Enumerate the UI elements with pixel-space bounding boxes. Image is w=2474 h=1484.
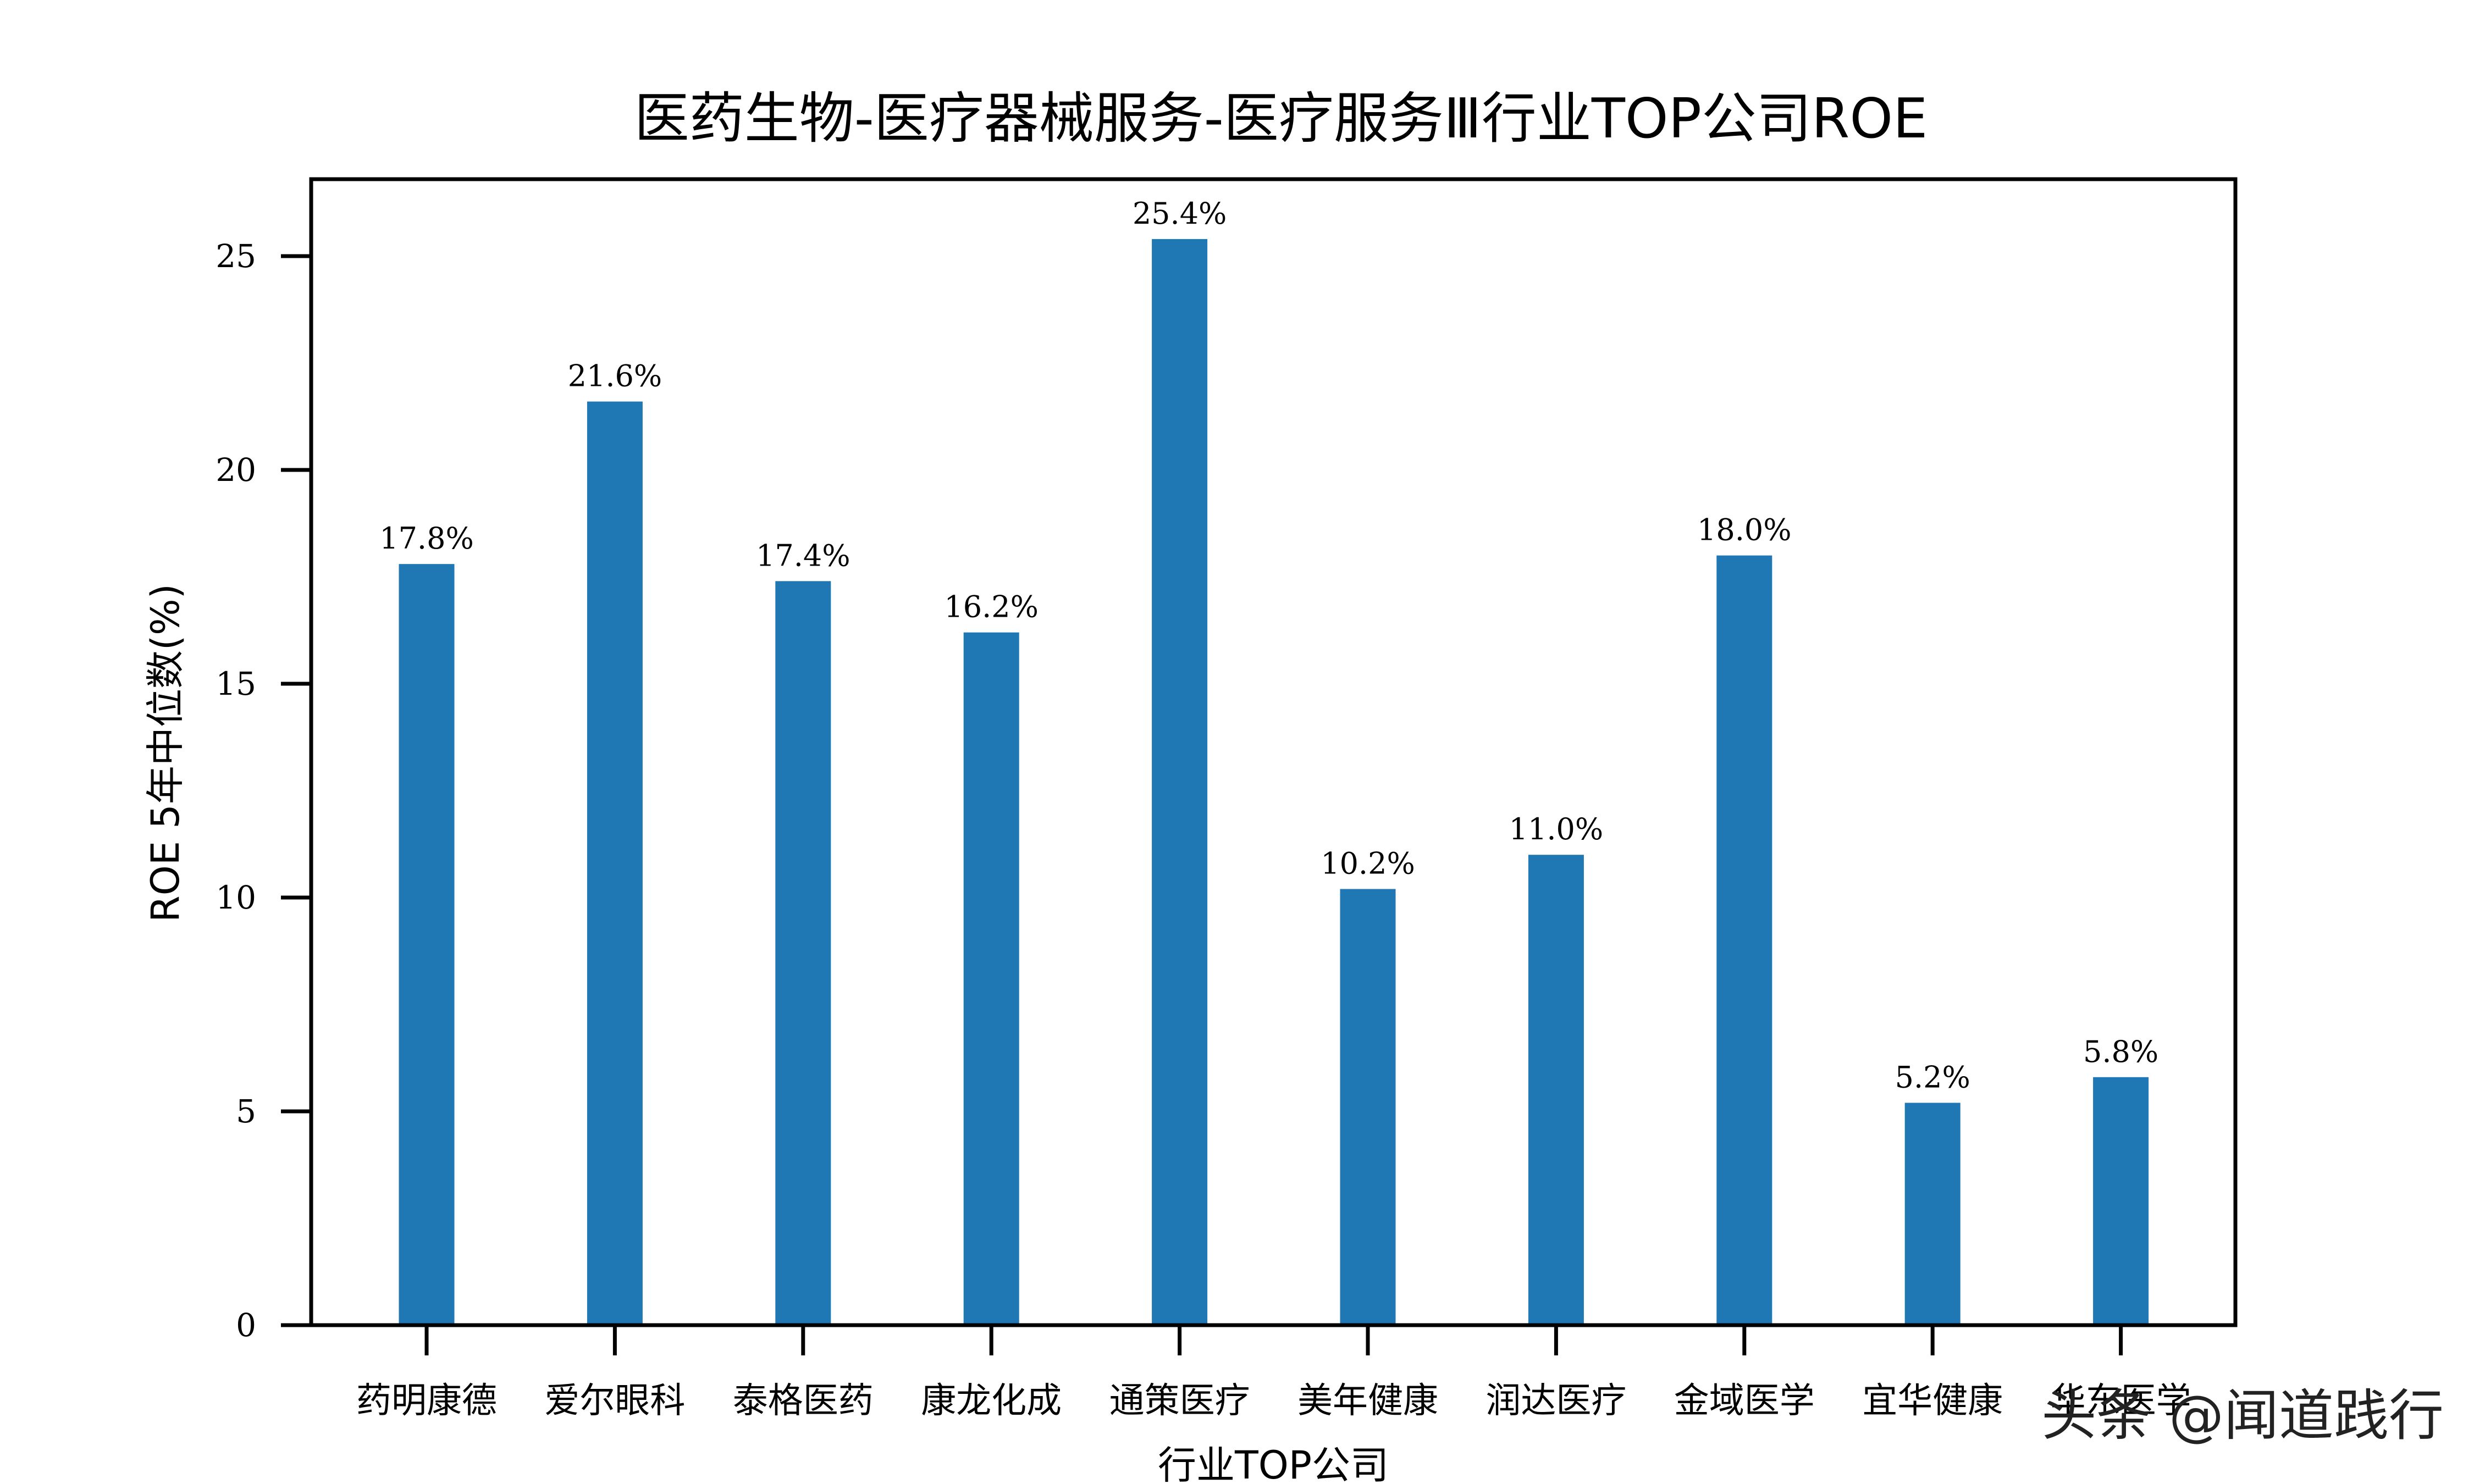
bar (963, 632, 1019, 1325)
data-label: 25.4% (1133, 196, 1227, 231)
x-tick-label: 华东医学 (2051, 1381, 2191, 1421)
bar (1528, 855, 1584, 1325)
x-tick-label: 康龙化成 (921, 1381, 1062, 1421)
bar (1340, 889, 1396, 1325)
chart-title: 医药生物-医疗器械服务-医疗服务Ⅲ行业TOP公司ROE (634, 86, 1928, 151)
bar (399, 564, 455, 1325)
data-labels: 17.8% 21.6% 17.4% 16.2% 25.4% 10.2% 11.0% 18.0%… (379, 196, 2158, 1095)
x-tick-label: 金域医学 (1674, 1381, 1815, 1421)
data-label: 10.2% (1321, 846, 1415, 881)
x-tick-label: 美年健康 (1297, 1381, 1438, 1421)
plot-frame (309, 177, 2238, 1327)
y-tick-label: 10 (216, 879, 256, 916)
bar (1152, 239, 1208, 1325)
watermark-text: 头条 @闻道践行 (2041, 1383, 2444, 1448)
data-label: 21.6% (568, 359, 662, 394)
y-axis: 0 5 10 15 20 25 (216, 237, 311, 1344)
x-tick-label: 爱尔眼科 (544, 1381, 685, 1421)
bar (587, 401, 643, 1325)
x-tick-label: 泰格医药 (733, 1381, 874, 1421)
data-label: 18.0% (1697, 513, 1792, 547)
x-axis-title: 行业TOP公司 (1158, 1443, 1389, 1484)
x-tick-label: 药明康德 (356, 1381, 497, 1421)
y-tick-label: 25 (216, 237, 256, 275)
y-tick-label: 5 (236, 1093, 256, 1130)
x-tick-label: 润达医疗 (1485, 1381, 1626, 1421)
y-tick-label: 20 (216, 451, 256, 489)
data-label: 17.4% (756, 538, 851, 573)
bar (775, 581, 831, 1325)
x-tick-label: 宜华健康 (1862, 1381, 2003, 1421)
y-tick-label: 0 (236, 1306, 256, 1344)
bar (1716, 555, 1772, 1325)
data-label: 17.8% (379, 521, 474, 556)
data-label: 11.0% (1509, 812, 1604, 846)
bar (2093, 1077, 2149, 1325)
x-axis: 药明康德 爱尔眼科 泰格医药 康龙化成 通策医疗 美年健康 润达医疗 金域医学 宜华健康 华东医学 (356, 1325, 2191, 1421)
bar (1904, 1103, 1961, 1325)
x-tick-label: 通策医疗 (1109, 1381, 1250, 1421)
y-tick-label: 15 (216, 665, 256, 702)
data-label: 5.2% (1895, 1060, 1970, 1094)
bar-series (399, 239, 2149, 1325)
y-axis-title: ROE 5年中位数(%) (143, 584, 188, 922)
data-label: 16.2% (944, 590, 1039, 624)
data-label: 5.8% (2083, 1034, 2158, 1069)
